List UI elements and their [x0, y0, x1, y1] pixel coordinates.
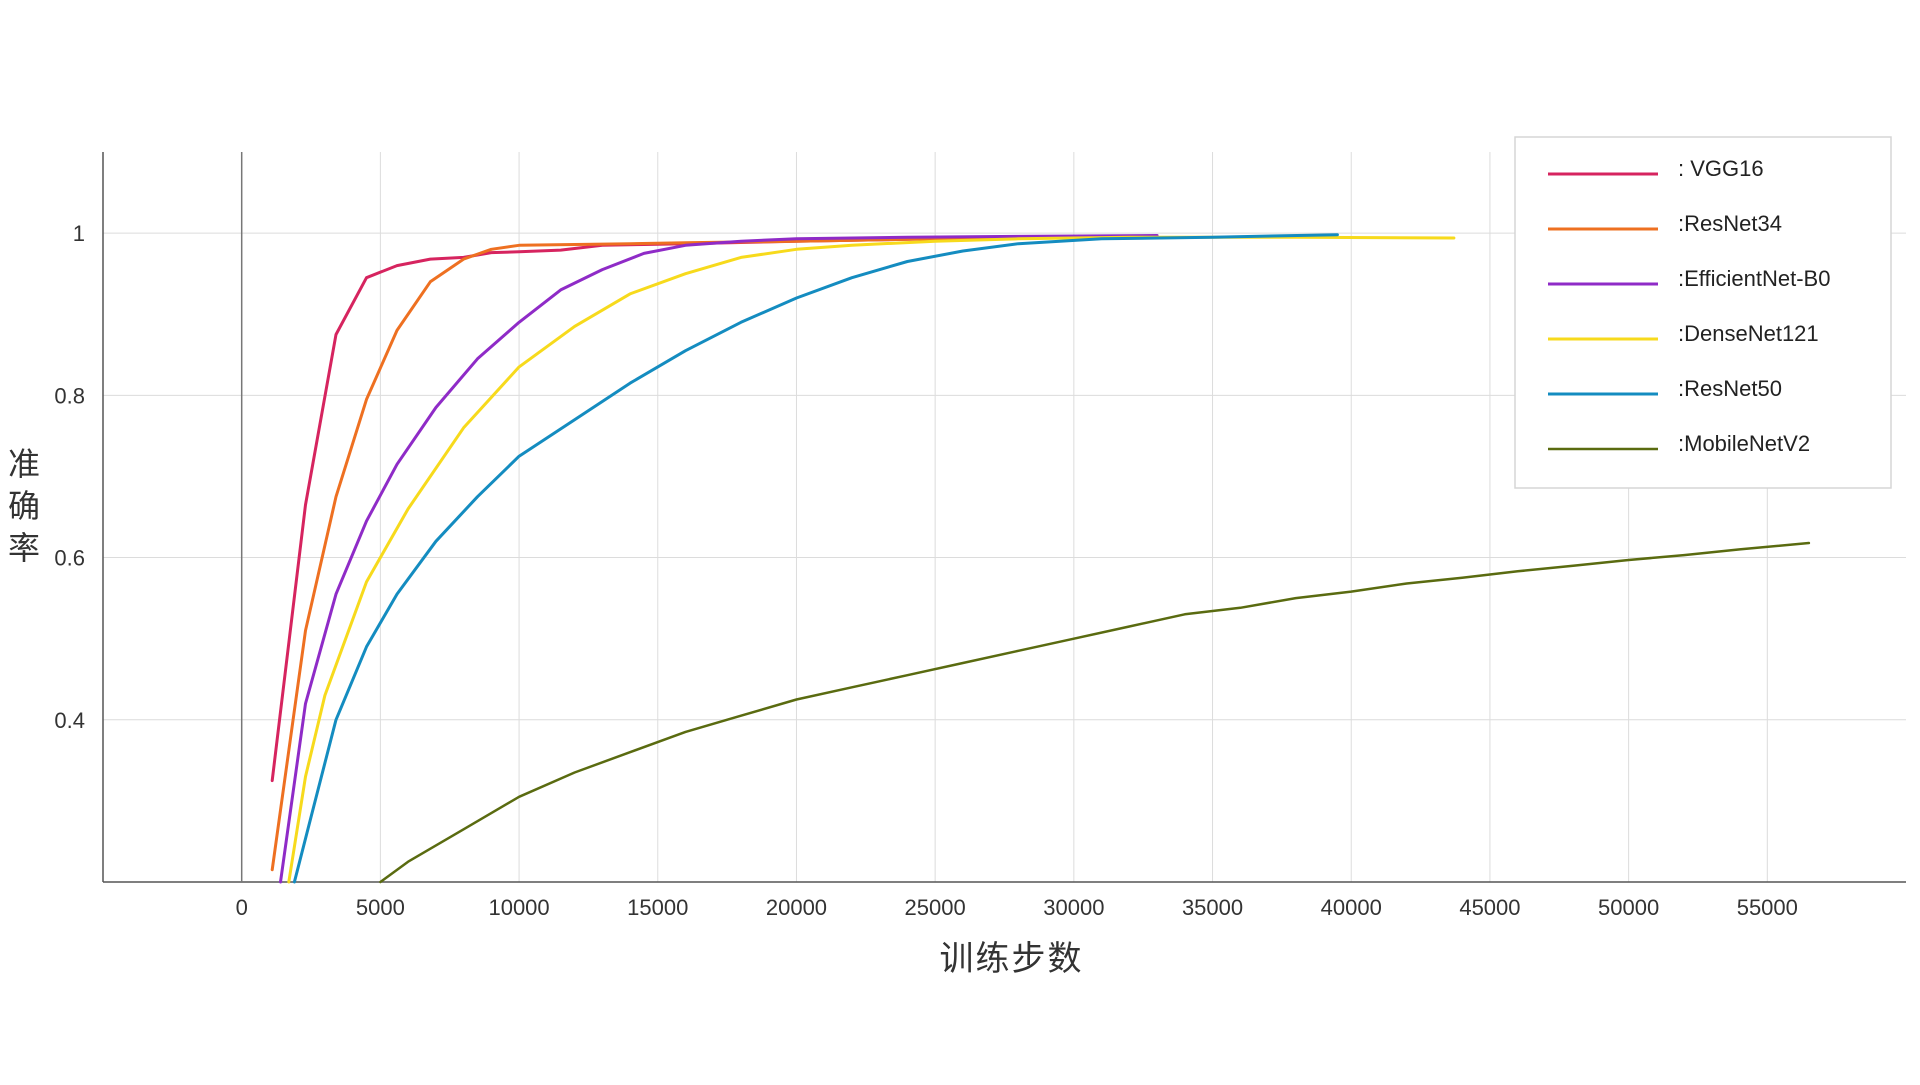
- x-tick-label: 0: [236, 895, 248, 920]
- legend-label: : VGG16: [1678, 156, 1764, 181]
- x-tick-label: 45000: [1459, 895, 1520, 920]
- x-tick-label: 50000: [1598, 895, 1659, 920]
- x-tick-label: 20000: [766, 895, 827, 920]
- y-axis-label-char: 确: [8, 488, 40, 524]
- y-tick-label: 0.8: [54, 383, 85, 408]
- legend-label: :DenseNet121: [1678, 321, 1819, 346]
- y-tick-label: 0.6: [54, 546, 85, 571]
- x-tick-label: 25000: [905, 895, 966, 920]
- x-tick-label: 30000: [1043, 895, 1104, 920]
- legend-label: :MobileNetV2: [1678, 431, 1810, 456]
- legend-label: :ResNet50: [1678, 376, 1782, 401]
- series-line-efficientnet-b0: [279, 234, 1159, 884]
- x-tick-label: 15000: [627, 895, 688, 920]
- y-axis-label-char: 准: [8, 446, 40, 482]
- y-tick-labels: 0.4 0.6 0.8 1: [54, 221, 85, 733]
- legend-label: :ResNet34: [1678, 211, 1782, 236]
- x-axis-label: 训练步数: [940, 940, 1084, 978]
- axes: [102, 152, 1906, 883]
- series-line-resnet34: [270, 235, 1076, 872]
- data-series: [270, 233, 1811, 884]
- series-line-mobilenetv2: [379, 541, 1811, 884]
- y-axis-label: 准确率: [8, 446, 40, 566]
- legend: : VGG16 :ResNet34 :EfficientNet-B0 :DenseNe…: [1514, 136, 1892, 489]
- y-axis-label-char: 率: [8, 530, 40, 566]
- series-line-densenet121: [287, 235, 1456, 884]
- x-tick-label: 40000: [1321, 895, 1382, 920]
- y-tick-label: 0.4: [54, 708, 85, 733]
- legend-label: :EfficientNet-B0: [1678, 266, 1830, 291]
- series-line-resnet50: [292, 233, 1339, 884]
- y-tick-label: 1: [73, 221, 85, 246]
- x-tick-label: 5000: [356, 895, 405, 920]
- legend-box: [1514, 136, 1892, 489]
- x-tick-labels: 0 5000 10000 15000 20000 25000 30000 35000 40000…: [236, 895, 1798, 920]
- x-tick-label: 35000: [1182, 895, 1243, 920]
- x-tick-label: 55000: [1737, 895, 1798, 920]
- x-tick-label: 10000: [488, 895, 549, 920]
